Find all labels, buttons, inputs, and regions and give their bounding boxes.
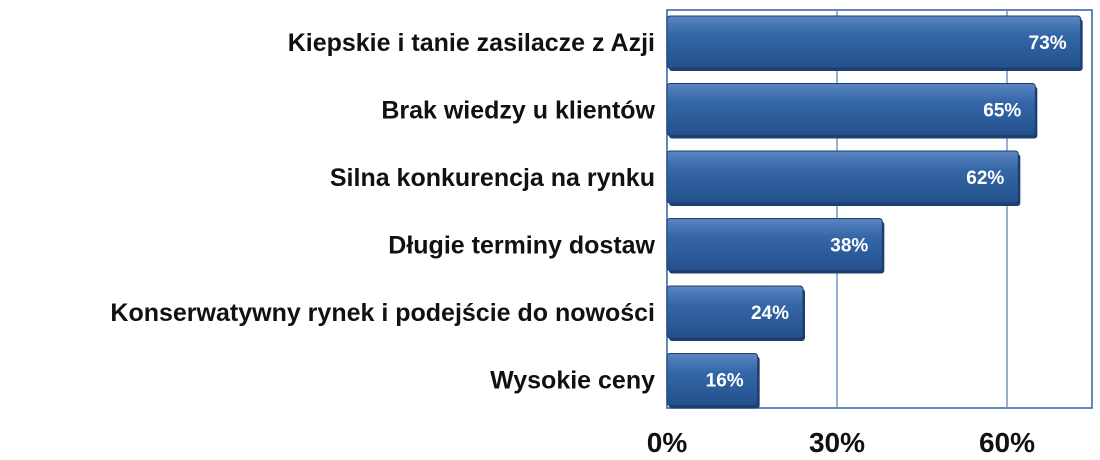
x-tick-label: 60% — [979, 427, 1035, 458]
category-label: Brak wiedzy u klientów — [381, 97, 655, 125]
category-labels: Kiepskie i tanie zasilacze z Azji Brak wi… — [110, 29, 655, 395]
bar — [666, 15, 1082, 69]
bar — [666, 218, 883, 271]
category-label: Konserwatywny rynek i podejście do nowoś… — [110, 299, 655, 327]
bar — [666, 285, 804, 339]
gridlines — [836, 10, 1008, 408]
category-label: Wysokie ceny — [490, 367, 655, 395]
bar-value-label: 38% — [830, 236, 868, 257]
bar-value-label: 65% — [983, 101, 1021, 122]
bar — [666, 150, 1019, 204]
x-tick-label: 0% — [647, 427, 688, 458]
x-tick-label: 30% — [809, 427, 865, 458]
plot-frame — [666, 9, 1093, 409]
bar-value-label: 16% — [706, 371, 744, 392]
bar — [666, 353, 759, 406]
bar-value-label: 24% — [751, 303, 789, 324]
x-tick-labels: 0% 30% 60% — [647, 427, 1035, 458]
plot-area — [666, 9, 1093, 409]
category-label: Długie terminy dostaw — [388, 232, 655, 260]
category-label: Kiepskie i tanie zasilacze z Azji — [288, 29, 655, 57]
bar — [666, 83, 1036, 136]
bars: 73% 65% 62% 38% 24% 16% — [666, 15, 1083, 409]
category-label: Silna konkurencja na rynku — [330, 164, 655, 192]
bar-value-label: 73% — [1029, 33, 1067, 54]
bar-value-label: 62% — [966, 168, 1004, 189]
